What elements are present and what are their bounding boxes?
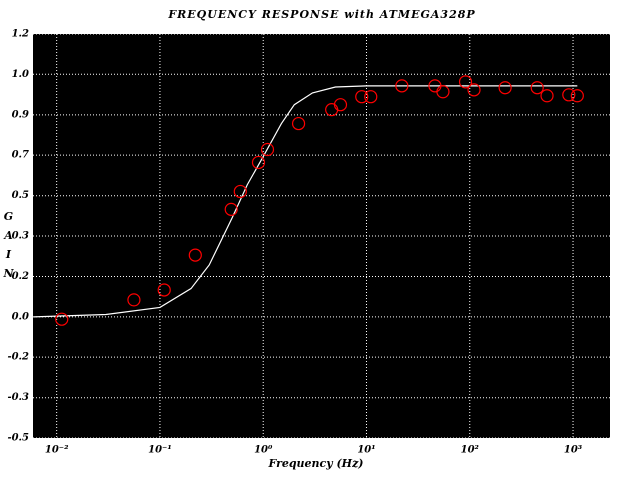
y-tick-label: 0.5 [12, 190, 29, 201]
y-tick-label: -0.3 [7, 392, 29, 403]
point [395, 79, 409, 93]
y-tick-label: 1.0 [12, 69, 29, 80]
point [570, 89, 584, 103]
line [33, 85, 578, 318]
point [364, 90, 378, 104]
x-tick-label: 10⁰ [254, 445, 273, 456]
point [127, 293, 141, 307]
x-axis-label: Frequency (Hz) [267, 457, 363, 470]
y-tick-label: -0.2 [7, 352, 29, 363]
point [233, 184, 247, 199]
point [540, 89, 554, 103]
y-tick-label: 1.2 [12, 29, 29, 40]
x-tick-label: 10⁻² [45, 445, 69, 456]
x-tick-label: 10³ [564, 445, 583, 456]
y-tick-label: 0.9 [12, 109, 29, 120]
point [157, 283, 171, 297]
point [55, 312, 69, 326]
point [355, 90, 369, 104]
point [467, 83, 481, 97]
y-tick-label: -0.5 [7, 433, 29, 444]
point [224, 202, 238, 216]
point [188, 248, 202, 262]
chart-title: FREQUENCY RESPONSE with ATMEGA328P [167, 8, 475, 21]
y-tick-label: 0.3 [12, 231, 29, 242]
point [458, 75, 473, 89]
point [260, 142, 275, 157]
y-tick-label: 0.2 [12, 271, 29, 282]
point [333, 98, 348, 112]
y-tick-label: 0.7 [12, 150, 29, 161]
y-axis-label: GAIN [2, 210, 15, 286]
x-tick-label: 10¹ [357, 445, 375, 456]
point [251, 155, 266, 170]
point [530, 81, 544, 95]
point [291, 116, 306, 131]
point [498, 81, 512, 95]
x-tick-label: 10⁻¹ [148, 445, 172, 456]
x-tick-label: 10² [461, 445, 480, 456]
point [436, 85, 450, 99]
point [562, 88, 576, 102]
y-tick-label: 0.0 [12, 311, 29, 322]
